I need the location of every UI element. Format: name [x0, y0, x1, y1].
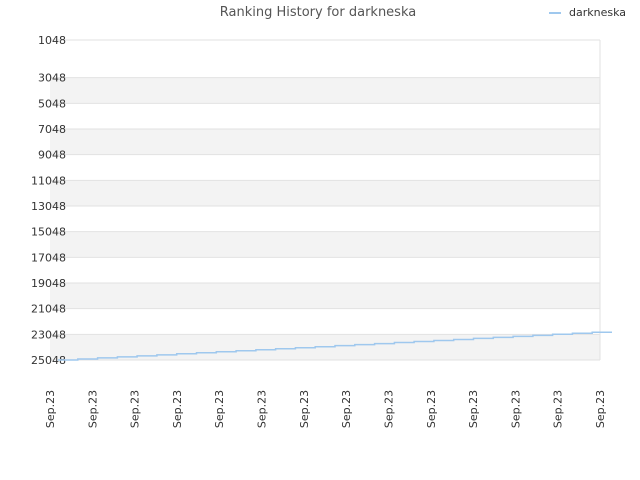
x-tick-label: Sep.23: [256, 390, 269, 428]
y-tick-label: 11048: [31, 174, 66, 187]
x-tick-label: Sep.23: [425, 390, 438, 428]
grid-band: [50, 40, 600, 78]
series-layer: [58, 331, 612, 361]
grid-band: [50, 154, 600, 181]
grid-band: [50, 129, 600, 155]
x-axis-labels: Sep.23 Sep.23 Sep.23 Sep.23 Sep.23 Sep.23 Sep.…: [44, 390, 607, 428]
x-tick-label: Sep.23: [298, 390, 311, 428]
y-tick-label: 21048: [31, 303, 66, 316]
y-tick-label: 1048: [38, 34, 66, 47]
x-tick-label: Sep.23: [340, 390, 353, 428]
y-tick-label: 25048: [31, 354, 66, 367]
grid-band: [50, 180, 600, 206]
x-tick-label: Sep.23: [213, 390, 226, 428]
y-tick-label: 23048: [31, 328, 66, 341]
x-tick-label: Sep.23: [552, 390, 565, 428]
y-tick-label: 3048: [38, 72, 66, 85]
x-tick-label: Sep.23: [44, 390, 57, 428]
x-tick-label: Sep.23: [509, 390, 522, 428]
grid-band: [50, 206, 600, 232]
grid-band: [50, 231, 600, 258]
y-tick-label: 5048: [38, 97, 66, 110]
y-axis-labels: 1048 3048 5048 7048 9048 11048 13048 15048 17048…: [31, 34, 66, 367]
x-tick-label: Sep.23: [86, 390, 99, 428]
y-tick-label: 9048: [38, 149, 66, 162]
grid-band: [50, 103, 600, 129]
legend-label-darkneska: darkneska: [569, 6, 626, 19]
x-tick-label: Sep.23: [129, 390, 142, 428]
x-tick-label: Sep.23: [382, 390, 395, 428]
x-tick-label: Sep.23: [467, 390, 480, 428]
y-tick-label: 19048: [31, 277, 66, 290]
x-tick-label: Sep.23: [594, 390, 607, 428]
grid-bands: [50, 39, 601, 361]
grid-band: [50, 77, 600, 104]
y-tick-label: 15048: [31, 226, 66, 239]
series-line-darkneska: [58, 331, 612, 361]
grid-band: [50, 283, 600, 309]
y-tick-label: 17048: [31, 251, 66, 264]
x-tick-label: Sep.23: [171, 390, 184, 428]
legend: darkneska: [549, 6, 626, 19]
grid-band: [50, 257, 600, 283]
chart-title: Ranking History for darkneska: [220, 5, 416, 20]
grid-band: [50, 308, 600, 335]
y-tick-label: 13048: [31, 200, 66, 213]
y-tick-label: 7048: [38, 123, 66, 136]
